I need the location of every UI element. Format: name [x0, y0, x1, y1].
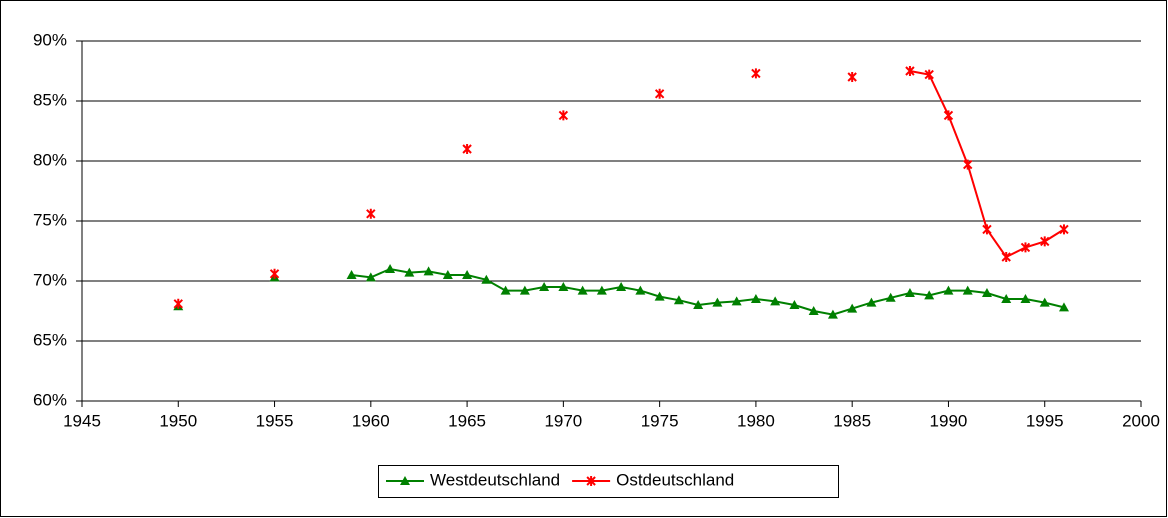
x-tick-label: 1970 [544, 411, 582, 430]
marker [365, 272, 376, 282]
marker [654, 88, 665, 99]
marker [981, 288, 992, 297]
marker [673, 295, 684, 305]
legend-label: Ostdeutschland [616, 470, 734, 489]
marker [616, 282, 627, 291]
marker [481, 274, 492, 284]
marker [924, 69, 934, 80]
marker [654, 291, 665, 301]
marker [539, 282, 550, 291]
legend-label: Westdeutschland [430, 470, 560, 489]
marker [519, 285, 530, 295]
marker [731, 296, 742, 306]
marker [462, 270, 473, 279]
marker [1058, 302, 1069, 312]
x-tick-label: 1980 [737, 411, 775, 430]
marker [346, 270, 357, 279]
marker [1020, 294, 1031, 303]
marker [866, 297, 877, 307]
marker [635, 285, 646, 295]
marker [558, 110, 569, 121]
marker [269, 268, 280, 279]
marker [558, 282, 569, 291]
x-tick-label: 1995 [1026, 411, 1064, 430]
x-tick-label: 1950 [159, 411, 197, 430]
marker [751, 68, 761, 79]
marker [943, 285, 954, 295]
marker [442, 270, 453, 279]
marker [904, 288, 915, 297]
marker [586, 476, 596, 486]
y-tick-label: 90% [33, 30, 67, 49]
y-tick-label: 65% [33, 330, 67, 349]
marker [400, 476, 410, 485]
marker [693, 300, 704, 309]
x-tick-label: 1955 [256, 411, 294, 430]
x-tick-label: 1975 [641, 411, 679, 430]
marker [963, 159, 973, 170]
x-tick-label: 2000 [1122, 411, 1160, 430]
marker [462, 144, 472, 154]
x-tick-label: 1965 [448, 411, 486, 430]
marker [885, 292, 896, 302]
marker [712, 297, 723, 307]
marker [404, 267, 415, 277]
marker [1020, 242, 1031, 253]
x-tick-label: 1960 [352, 411, 390, 430]
marker [847, 303, 858, 313]
marker [924, 290, 935, 300]
marker [905, 66, 915, 76]
y-tick-label: 85% [33, 90, 67, 109]
x-tick-label: 1985 [833, 411, 871, 430]
y-tick-label: 60% [33, 390, 67, 409]
marker [750, 294, 761, 303]
marker [962, 285, 973, 295]
marker [1040, 236, 1050, 247]
marker [789, 300, 800, 309]
marker [1039, 297, 1050, 307]
marker [596, 285, 607, 295]
marker [1001, 252, 1011, 262]
x-tick-label: 1990 [930, 411, 968, 430]
marker [827, 309, 838, 319]
marker [366, 208, 376, 219]
y-tick-label: 80% [33, 150, 67, 169]
marker [982, 224, 992, 235]
marker [847, 72, 857, 82]
marker [1001, 294, 1012, 303]
marker [423, 266, 434, 276]
marker [173, 298, 183, 309]
y-tick-label: 70% [33, 270, 67, 289]
legend: Westdeutschland Ostdeutschland [378, 465, 839, 498]
x-tick-label: 1945 [63, 411, 101, 430]
marker [500, 285, 511, 295]
marker [770, 296, 781, 306]
y-tick-label: 75% [33, 210, 67, 229]
marker [577, 285, 588, 295]
marker [385, 264, 396, 273]
marker [1059, 224, 1069, 235]
marker [943, 110, 954, 121]
marker [808, 306, 819, 315]
